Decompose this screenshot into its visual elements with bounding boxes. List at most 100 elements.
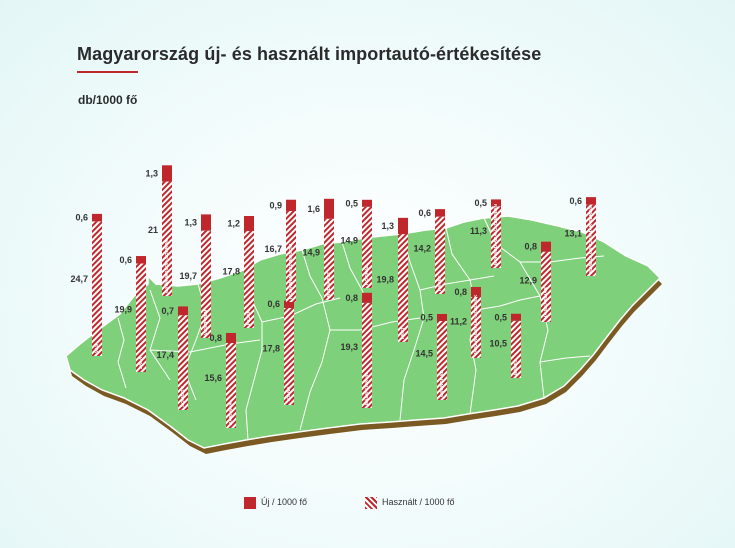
county-bar-baranya: 0,8 15,6 BARANYA (204, 332, 236, 428)
county-label: BÁCS-KISKUN (363, 372, 369, 405)
bar-new (244, 215, 254, 231)
value-label-used: 12,9 (519, 275, 537, 285)
county-bar-fejér: 1,2 17,8 FEJÉR (222, 215, 254, 328)
county-label: PEST (400, 327, 405, 339)
county-bar-vas: 0,6 24,7 VAS (70, 213, 102, 356)
value-label-used: 11,3 (470, 226, 487, 236)
county-label: BÉKÉS (511, 359, 518, 375)
bars-layer: 0,6 24,7 VAS 0,6 19,9 ZALA 1,3 21 GYŐR-MOSON-SOP… (70, 165, 596, 428)
county-label: BARANYA (228, 402, 233, 425)
legend-label-new: Új / 1000 fő (261, 497, 308, 507)
title-underline (77, 71, 138, 73)
county-bar-hajdú-bihar: 0,8 12,9 HAJDÚ-BIHAR (519, 241, 551, 322)
county-label: HAJDÚ-BIHAR (542, 286, 548, 319)
county-label: CSONGRÁD (438, 370, 444, 397)
value-label-new: 0,5 (420, 312, 433, 322)
bar-new (201, 214, 211, 231)
county-bar-szabolcs-szatmár-bereg: 0,6 13,1 SZABOLCS-SZATMÁR-BEREG (564, 196, 596, 276)
bar-used (362, 206, 372, 288)
bar-used (286, 210, 296, 302)
bar-new (491, 199, 501, 207)
value-label-used: 16,7 (264, 244, 282, 254)
value-label-new: 0,5 (474, 198, 487, 208)
value-label-new: 0,6 (119, 255, 132, 265)
value-label-used: 24,7 (70, 274, 88, 284)
bar-used (362, 302, 372, 408)
bar-new (324, 198, 334, 219)
bar-new (92, 213, 102, 222)
value-label-used: 10,5 (489, 339, 507, 349)
value-label-used: 19,3 (340, 342, 358, 352)
value-label-new: 1,3 (184, 218, 197, 228)
value-label-new: 0,5 (345, 198, 358, 208)
value-label-new: 0,8 (209, 333, 222, 343)
bar-used (284, 307, 294, 405)
value-label-new: 1,3 (381, 221, 394, 231)
bar-new (511, 313, 521, 321)
value-label-used: 19,7 (179, 271, 197, 281)
value-label-new: 0,6 (569, 196, 582, 206)
county-bar-budapest: 1,6 14,9 BUDAPEST (302, 198, 334, 300)
bar-new (284, 300, 294, 308)
value-label-new: 1,3 (145, 168, 158, 178)
county-bar-békés: 0,5 10,5 BÉKÉS (489, 312, 521, 378)
county-label: BORSOD-ABAÚJ-ZEMPLÉN (491, 203, 498, 265)
bar-new (435, 209, 445, 217)
value-label-used: 17,8 (262, 344, 280, 354)
county-label: HEVES (437, 275, 442, 291)
value-label-new: 0,8 (454, 287, 467, 297)
county-label: VESZPRÉM (201, 310, 208, 335)
bar-used (471, 296, 481, 358)
county-label: ZALA (138, 356, 143, 369)
value-label-used: 15,6 (204, 373, 222, 383)
value-label-used: 11,2 (450, 316, 467, 326)
county-label: BUDAPEST (326, 272, 331, 297)
county-label: TOLNA (286, 386, 291, 402)
bar-new (362, 199, 372, 207)
value-label-used: 14,5 (415, 349, 433, 359)
county-label: GYŐR-MOSON-SOPRON (163, 238, 169, 293)
bar-new (362, 292, 372, 303)
bar-used (244, 230, 254, 328)
bar-new (471, 286, 481, 297)
chart-title: Magyarország új- és használt importautó-… (77, 44, 542, 64)
bar-used (491, 206, 501, 268)
county-bar-pest: 1,3 19,8 PEST (376, 217, 408, 342)
county-bar-csongrád: 0,5 14,5 CSONGRÁD (415, 312, 447, 400)
value-label-used: 19,8 (376, 275, 394, 285)
value-label-new: 0,8 (524, 242, 537, 252)
county-bar-heves: 0,6 14,2 HEVES (413, 208, 445, 294)
county-bar-borsod-abaúj-zemplén: 0,5 11,3 BORSOD-ABAÚJ-ZEMPLÉN (470, 198, 501, 268)
county-bar-bács-kiskun: 0,8 19,3 BÁCS-KISKUN (340, 292, 372, 408)
value-label-used: 14,9 (340, 235, 358, 245)
bar-new (541, 241, 551, 252)
bar-used (435, 216, 445, 294)
bar-used (398, 234, 408, 342)
bar-new (162, 165, 172, 182)
value-label-new: 0,5 (494, 312, 507, 322)
county-label: KOMÁROM-ESZTERGOM (287, 243, 293, 299)
unit-label: db/1000 fő (78, 93, 138, 107)
bar-new (178, 306, 188, 316)
county-label: SZABOLCS-SZATMÁR-BEREG (587, 206, 593, 273)
value-label-used: 17,4 (156, 350, 174, 360)
value-label-used: 13,1 (564, 229, 582, 239)
county-bar-veszprém: 1,3 19,7 VESZPRÉM (179, 214, 211, 338)
county-label: VAS (94, 344, 99, 353)
legend-swatch-used (365, 497, 377, 509)
bar-used (226, 342, 236, 428)
bar-used (586, 204, 596, 276)
bar-used (201, 230, 211, 338)
county-label: NÓGRÁD (362, 264, 369, 285)
county-bar-zala: 0,6 19,9 ZALA (114, 255, 146, 372)
value-label-new: 0,6 (75, 213, 88, 223)
county-bar-jász-nagykun-szolnok: 0,8 11,2 JÁSZ-NAGYKUN-SZOLNOK (450, 286, 481, 358)
county-bar-tolna: 0,6 17,8 TOLNA (262, 299, 294, 405)
bar-new (586, 197, 596, 205)
value-label-new: 0,9 (269, 200, 282, 210)
bar-used (511, 320, 521, 378)
value-label-new: 1,2 (227, 218, 240, 228)
bar-used (437, 320, 447, 400)
value-label-new: 0,7 (161, 306, 174, 316)
